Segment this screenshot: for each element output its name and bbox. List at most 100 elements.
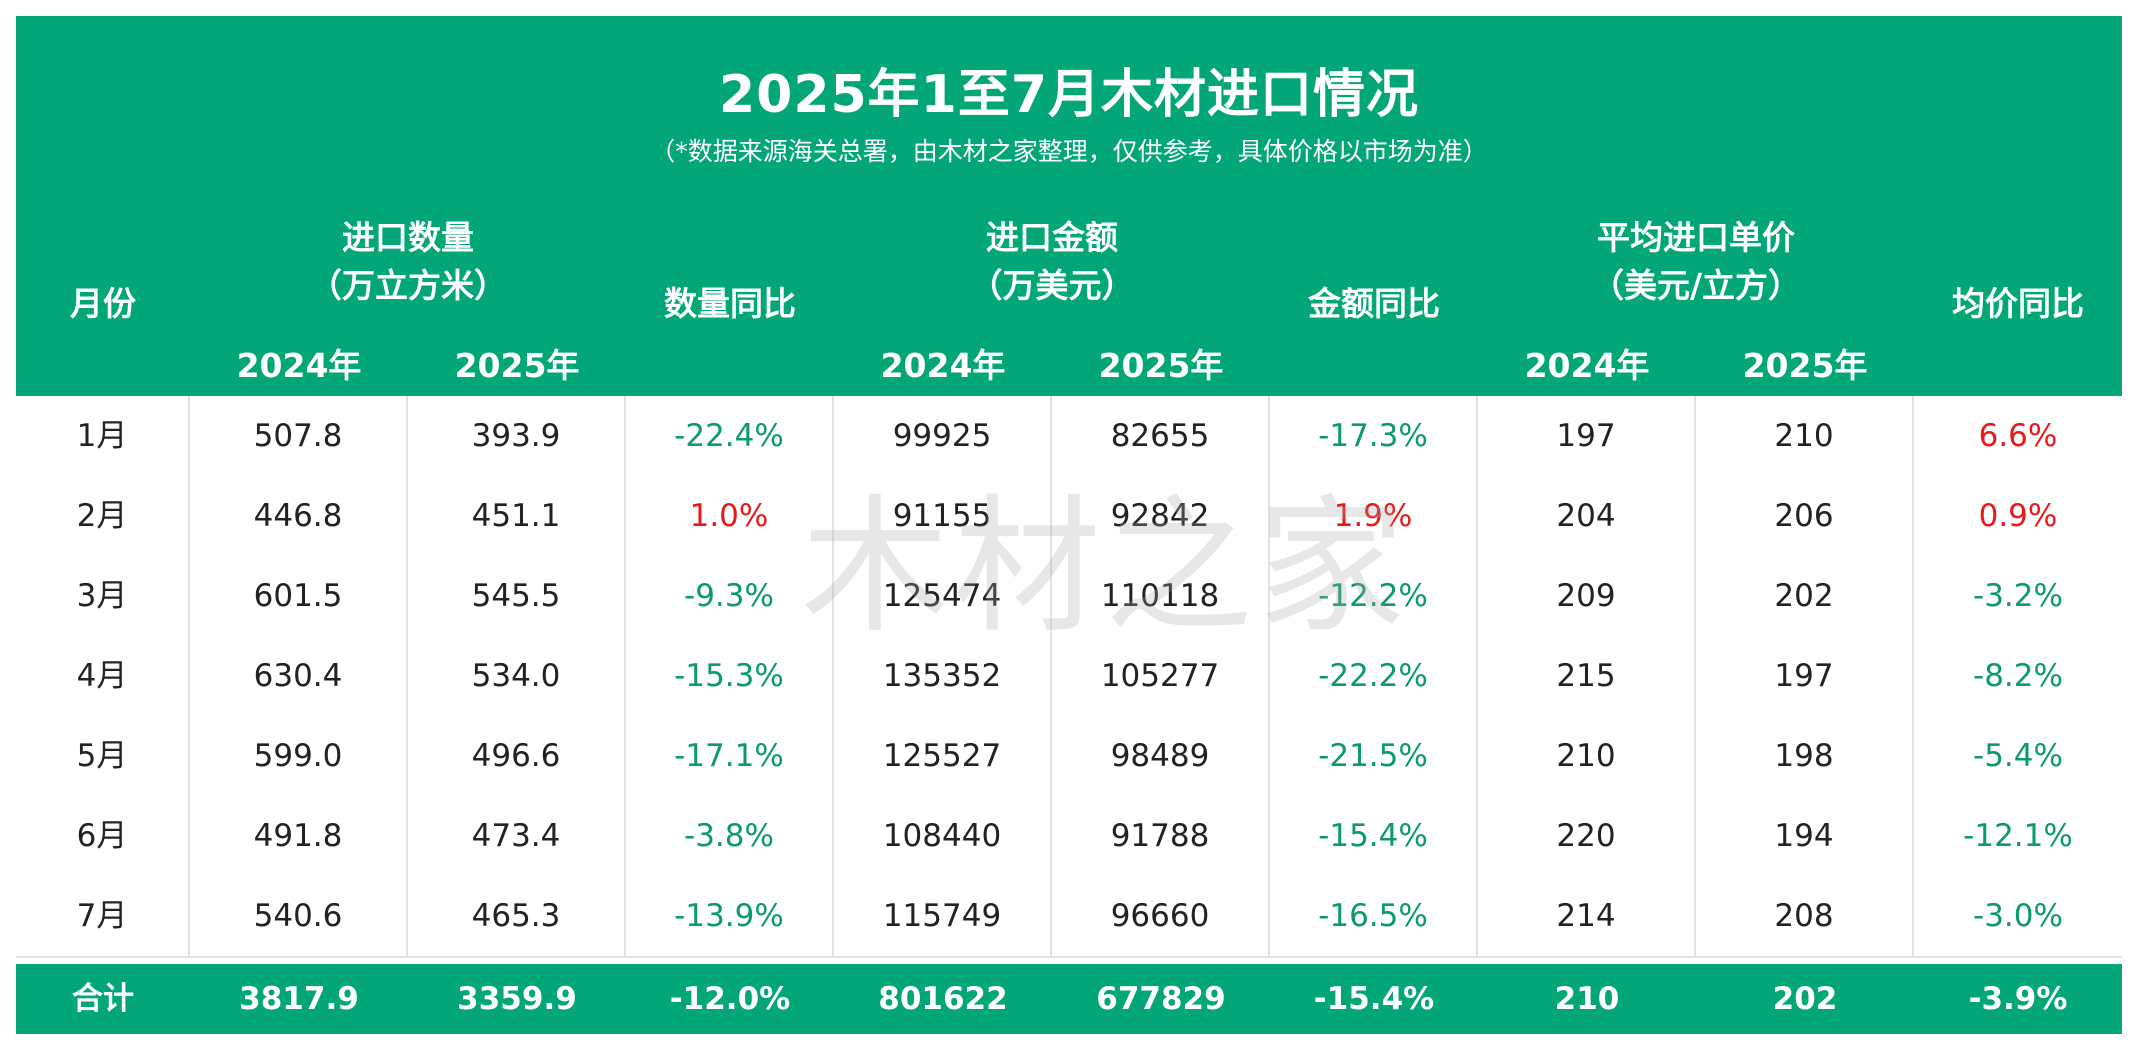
cell-price-2024: 197 [1478, 396, 1696, 476]
cell-amt-2025: 110118 [1052, 556, 1270, 636]
cell-amt-2025: 82655 [1052, 396, 1270, 476]
cell-price-2024: 220 [1478, 796, 1696, 876]
cell-qty-2025: 473.4 [408, 796, 626, 876]
cell-qty-2025: 545.5 [408, 556, 626, 636]
total-price-2025: 202 [1772, 981, 1838, 1017]
cell-qty-2024: 491.8 [190, 796, 408, 876]
cell-amt-2024: 125474 [834, 556, 1052, 636]
table-row: 2月 446.8 451.1 1.0% 91155 92842 1.9% 204… [16, 476, 2122, 558]
cell-month: 6月 [16, 796, 190, 876]
header-amt-unit: （万美元） [969, 266, 1135, 305]
header-amt-2025: 2025年 [1098, 346, 1224, 385]
total-amt-yoy: -15.4% [1313, 981, 1435, 1017]
cell-month: 3月 [16, 556, 190, 636]
cell-amt-2024: 115749 [834, 876, 1052, 956]
cell-qty-2025: 534.0 [408, 636, 626, 716]
header-month: 月份 [70, 284, 136, 323]
cell-qty-yoy: 1.0% [626, 476, 834, 556]
total-label: 合计 [72, 981, 134, 1017]
cell-qty-2024: 601.5 [190, 556, 408, 636]
table-row: 1月 507.8 393.9 -22.4% 99925 82655 -17.3%… [16, 396, 2122, 478]
cell-price-2024: 204 [1478, 476, 1696, 556]
cell-amt-yoy: -22.2% [1270, 636, 1478, 716]
total-qty-2025: 3359.9 [457, 981, 577, 1017]
cell-amt-yoy: -16.5% [1270, 876, 1478, 956]
header-amt-2024: 2024年 [880, 346, 1006, 385]
cell-amt-2025: 96660 [1052, 876, 1270, 956]
header-amt-title: 进口金额 [986, 218, 1118, 257]
cell-amt-2024: 135352 [834, 636, 1052, 716]
cell-qty-2024: 540.6 [190, 876, 408, 956]
cell-price-2025: 208 [1696, 876, 1914, 956]
cell-amt-2024: 99925 [834, 396, 1052, 476]
cell-price-2024: 209 [1478, 556, 1696, 636]
cell-month: 2月 [16, 476, 190, 556]
cell-amt-yoy: -12.2% [1270, 556, 1478, 636]
cell-qty-2025: 393.9 [408, 396, 626, 476]
table-row: 7月 540.6 465.3 -13.9% 115749 96660 -16.5… [16, 876, 2122, 958]
table-frame: 2025年1至7月木材进口情况 （*数据来源海关总署，由木材之家整理，仅供参考，… [16, 16, 2122, 1034]
header-amt-yoy: 金额同比 [1308, 284, 1440, 323]
header-qty-title: 进口数量 [342, 218, 474, 257]
cell-qty-yoy: -13.9% [626, 876, 834, 956]
cell-price-2025: 206 [1696, 476, 1914, 556]
cell-qty-2024: 599.0 [190, 716, 408, 796]
header-price-2024: 2024年 [1524, 346, 1650, 385]
cell-qty-2025: 465.3 [408, 876, 626, 956]
cell-amt-2024: 108440 [834, 796, 1052, 876]
cell-qty-yoy: -22.4% [626, 396, 834, 476]
cell-price-2025: 194 [1696, 796, 1914, 876]
cell-qty-2025: 451.1 [408, 476, 626, 556]
cell-qty-2024: 446.8 [190, 476, 408, 556]
table-row: 3月 601.5 545.5 -9.3% 125474 110118 -12.2… [16, 556, 2122, 638]
total-amt-2024: 801622 [878, 981, 1008, 1017]
cell-qty-yoy: -3.8% [626, 796, 834, 876]
cell-price-2024: 210 [1478, 716, 1696, 796]
cell-month: 7月 [16, 876, 190, 956]
total-amt-2025: 677829 [1096, 981, 1226, 1017]
total-row: 合计 3817.9 3359.9 -12.0% 801622 677829 -1… [16, 964, 2122, 1034]
cell-price-yoy: -8.2% [1973, 658, 2063, 694]
header-qty-2024: 2024年 [236, 346, 362, 385]
cell-price-2025: 210 [1696, 396, 1914, 476]
cell-price-yoy: 0.9% [1978, 498, 2058, 534]
cell-price-yoy: -3.0% [1973, 898, 2063, 934]
cell-amt-yoy: -17.3% [1270, 396, 1478, 476]
cell-month: 4月 [16, 636, 190, 716]
total-price-yoy: -3.9% [1968, 981, 2068, 1017]
cell-qty-yoy: -15.3% [626, 636, 834, 716]
total-qty-2024: 3817.9 [239, 981, 359, 1017]
cell-qty-yoy: -9.3% [626, 556, 834, 636]
cell-amt-2025: 91788 [1052, 796, 1270, 876]
cell-amt-2024: 125527 [834, 716, 1052, 796]
cell-amt-2024: 91155 [834, 476, 1052, 556]
cell-qty-2024: 630.4 [190, 636, 408, 716]
cell-price-2025: 202 [1696, 556, 1914, 636]
cell-price-yoy: -12.1% [1963, 818, 2073, 854]
cell-price-yoy: -3.2% [1973, 578, 2063, 614]
cell-price-2025: 197 [1696, 636, 1914, 716]
header-price-2025: 2025年 [1742, 346, 1868, 385]
total-qty-yoy: -12.0% [669, 981, 791, 1017]
cell-amt-yoy: 1.9% [1270, 476, 1478, 556]
header-price-yoy: 均价同比 [1952, 284, 2084, 323]
cell-price-yoy: 6.6% [1978, 418, 2058, 454]
header-price-unit: （美元/立方） [1590, 266, 1802, 305]
header-qty-yoy: 数量同比 [664, 284, 796, 323]
cell-price-yoy: -5.4% [1973, 738, 2063, 774]
cell-amt-2025: 92842 [1052, 476, 1270, 556]
table-row: 6月 491.8 473.4 -3.8% 108440 91788 -15.4%… [16, 796, 2122, 878]
table-header: 2025年1至7月木材进口情况 （*数据来源海关总署，由木材之家整理，仅供参考，… [16, 16, 2122, 396]
cell-amt-yoy: -21.5% [1270, 716, 1478, 796]
page-title: 2025年1至7月木材进口情况 [718, 65, 1420, 125]
page-subtitle: （*数据来源海关总署，由木材之家整理，仅供参考，具体价格以市场为准） [650, 137, 1488, 166]
cell-qty-2024: 507.8 [190, 396, 408, 476]
cell-qty-yoy: -17.1% [626, 716, 834, 796]
cell-price-2024: 215 [1478, 636, 1696, 716]
total-price-2024: 210 [1554, 981, 1620, 1017]
header-qty-2025: 2025年 [454, 346, 580, 385]
cell-price-2025: 198 [1696, 716, 1914, 796]
cell-amt-yoy: -15.4% [1270, 796, 1478, 876]
header-qty-unit: （万立方米） [309, 266, 507, 305]
table-row: 5月 599.0 496.6 -17.1% 125527 98489 -21.5… [16, 716, 2122, 798]
